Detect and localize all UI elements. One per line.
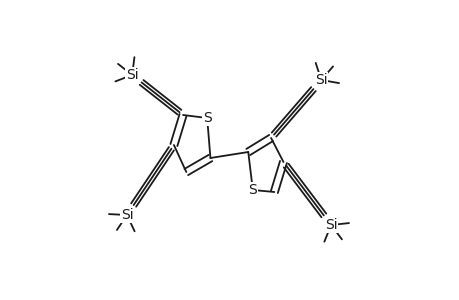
Text: Si: Si (314, 73, 327, 87)
Text: Si: Si (126, 68, 138, 82)
Text: S: S (202, 111, 211, 125)
Text: Si: Si (324, 218, 336, 232)
Text: Si: Si (120, 208, 133, 222)
Text: S: S (248, 183, 257, 197)
